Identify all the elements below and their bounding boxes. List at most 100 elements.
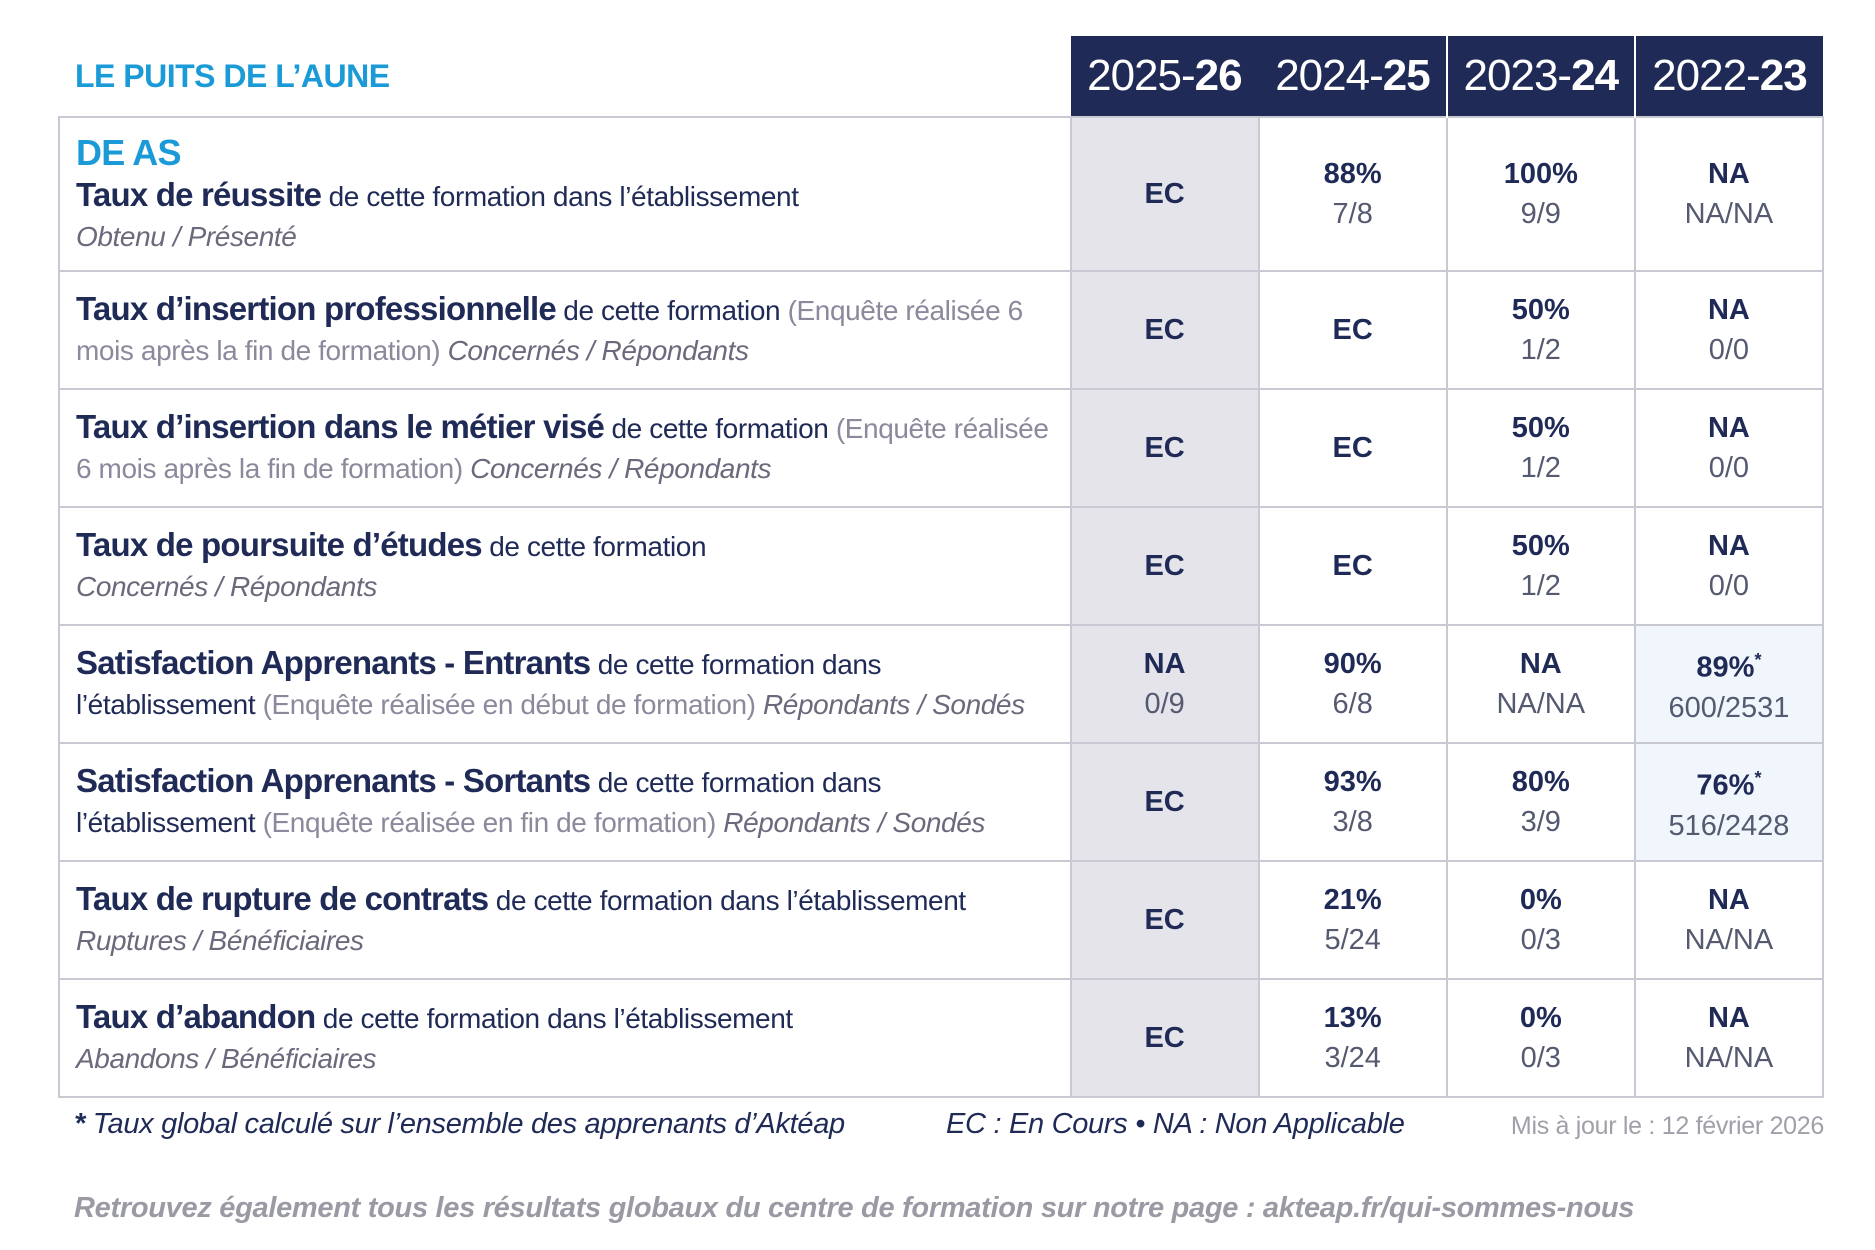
main-text: 0% — [1519, 884, 1562, 916]
sub-value: 5/24 — [1324, 924, 1381, 956]
main-value: 50% — [1448, 408, 1634, 448]
main-text: 50% — [1511, 412, 1570, 444]
ratio-label: Abandons / Bénéficiaires — [76, 1043, 377, 1074]
value-cell: EC — [1257, 388, 1448, 508]
main-value: EC — [1072, 782, 1258, 822]
legend-bullet: • — [1135, 1108, 1146, 1140]
value-cell: 100% 9/9 — [1445, 116, 1636, 272]
main-value: 13% — [1260, 998, 1446, 1038]
main-value: 50% — [1448, 290, 1634, 330]
year-header: 2024-25 — [1258, 36, 1447, 117]
main-value: 93% — [1260, 762, 1446, 802]
year-header: 2022-23 — [1633, 36, 1823, 117]
main-text: EC — [1332, 314, 1373, 346]
indicator-desc: de cette formation dans l’établissement — [495, 885, 966, 916]
main-value: 89%* — [1636, 640, 1822, 688]
value-cell: 0% 0/3 — [1445, 860, 1636, 980]
main-value: 90% — [1260, 644, 1446, 684]
main-text: 50% — [1511, 294, 1570, 326]
indicator-name: Satisfaction Apprenants - Entrants — [76, 644, 591, 681]
sub-value: 0/0 — [1708, 570, 1750, 602]
main-value: EC — [1072, 310, 1258, 350]
year-prefix: 2022- — [1652, 51, 1761, 100]
main-text: 93% — [1323, 766, 1382, 798]
main-value: 76%* — [1636, 758, 1822, 806]
indicator-name: Taux d’abandon — [76, 998, 316, 1035]
ratio-label: Concernés / Répondants — [470, 453, 772, 484]
sub-value: 0/0 — [1708, 334, 1750, 366]
row-label: DE AS Taux de réussite de cette formation… — [58, 116, 1072, 272]
value-cell: 90% 6/8 — [1257, 624, 1448, 744]
main-text: 88% — [1323, 158, 1382, 190]
value-cell: 0% 0/3 — [1445, 978, 1636, 1098]
legend: EC : En Cours • NA : Non Applicable — [946, 1108, 1405, 1141]
results-table: 2025-26 2024-25 2023-24 2022-23 DE AS Taux d… — [58, 36, 1825, 1098]
main-value: NA — [1448, 644, 1634, 684]
main-text: 80% — [1511, 766, 1570, 798]
main-value: NA — [1636, 408, 1822, 448]
sub-value: NA/NA — [1684, 198, 1774, 230]
sub-value: 3/24 — [1324, 1042, 1381, 1074]
star: * — [74, 1108, 85, 1140]
table-row: DE AS Taux de réussite de cette formation… — [58, 116, 1825, 272]
ratio-label: Concernés / Répondants — [447, 335, 749, 366]
star-mark: * — [1754, 650, 1762, 671]
value-cell: 50% 1/2 — [1445, 388, 1636, 508]
sub-value: 0/0 — [1708, 452, 1750, 484]
main-value: NA — [1636, 290, 1822, 330]
main-text: 50% — [1511, 530, 1570, 562]
year-suffix: 24 — [1571, 51, 1619, 100]
ratio-label: Obtenu / Présenté — [76, 221, 297, 252]
row-label: Satisfaction Apprenants - Entrants de ce… — [58, 624, 1072, 744]
sub-value: 516/2428 — [1668, 809, 1790, 842]
main-value: 50% — [1448, 526, 1634, 566]
indicator-name: Taux de rupture de contrats — [76, 880, 489, 917]
year-prefix: 2023- — [1463, 51, 1573, 100]
main-text: NA — [1707, 884, 1750, 916]
value-cell: EC — [1069, 388, 1260, 508]
main-value: EC — [1072, 174, 1258, 214]
row-label: Taux d’insertion dans le métier visé de … — [58, 388, 1072, 508]
legend-na: NA : Non Applicable — [1152, 1108, 1405, 1140]
value-cell: 76%* 516/2428 — [1633, 742, 1825, 862]
main-text: EC — [1144, 786, 1185, 818]
footnote-text: Taux global calculé sur l’ensemble des a… — [92, 1108, 845, 1140]
year-header: 2025-26 — [1070, 36, 1259, 117]
sub-value: 3/8 — [1332, 806, 1373, 838]
site-title: LE PUITS DE L’AUNE — [75, 58, 390, 94]
indicator-name: Satisfaction Apprenants - Sortants — [76, 762, 591, 799]
ratio-label: Ruptures / Bénéficiaires — [76, 925, 364, 956]
main-text: 100% — [1503, 158, 1578, 190]
sub-value: 0/3 — [1520, 924, 1561, 956]
value-cell: NA 0/0 — [1633, 270, 1825, 390]
sub-value: 0/3 — [1520, 1042, 1561, 1074]
year-prefix: 2024- — [1275, 51, 1384, 100]
main-value: NA — [1072, 644, 1258, 684]
sub-value: 0/9 — [1144, 688, 1185, 720]
sub-value: 6/8 — [1332, 688, 1373, 720]
main-text: EC — [1144, 432, 1185, 464]
bottom-note: Retrouvez également tous les résultats g… — [74, 1192, 1635, 1224]
indicator-desc: de cette formation dans l’établissement — [322, 1003, 793, 1034]
main-text: NA — [1707, 412, 1750, 444]
main-text: NA — [1707, 158, 1750, 190]
main-value: 80% — [1448, 762, 1634, 802]
value-cell: 88% 7/8 — [1257, 116, 1448, 272]
indicator-desc: de cette formation dans l’établissement — [76, 649, 882, 720]
main-text: 21% — [1323, 884, 1382, 916]
table-row: Taux d’insertion professionnelle de cett… — [58, 270, 1825, 390]
footnote: * Taux global calculé sur l’ensemble des… — [74, 1108, 845, 1141]
main-text: EC — [1144, 1022, 1185, 1054]
table-body: DE AS Taux de réussite de cette formation… — [58, 116, 1825, 1098]
row-label: Taux d’abandon de cette formation dans l… — [58, 978, 1072, 1098]
main-text: 89% — [1696, 651, 1755, 684]
sub-value: 3/9 — [1520, 806, 1561, 838]
update-date: Mis à jour le : 12 février 2026 — [1510, 1112, 1824, 1140]
main-value: NA — [1636, 154, 1822, 194]
value-cell: EC — [1257, 270, 1448, 390]
table-row: Satisfaction Apprenants - Sortants de ce… — [58, 742, 1825, 862]
sub-value: 1/2 — [1520, 452, 1561, 484]
indicator-desc: de cette formation dans l’établissement — [328, 181, 799, 212]
main-value: EC — [1260, 546, 1446, 586]
